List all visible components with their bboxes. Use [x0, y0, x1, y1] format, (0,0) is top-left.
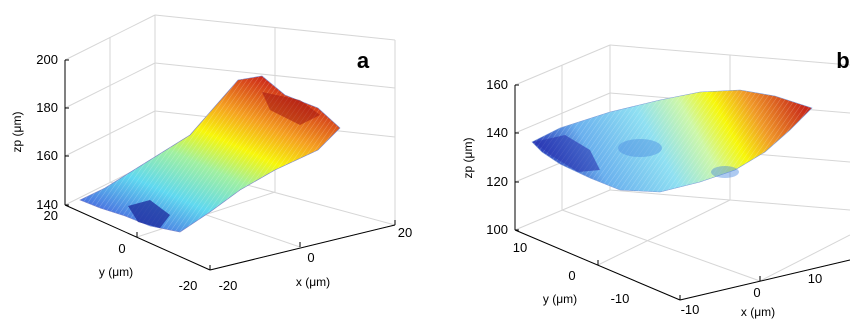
grid-line [759, 234, 850, 282]
z-tick-label: 100 [486, 222, 508, 237]
axis-lines-b [514, 84, 850, 301]
z-tick-label: 160 [486, 77, 508, 92]
y-tick-label: 10 [513, 240, 527, 255]
surface-shadow [534, 135, 600, 172]
x-axis-label: x (μm) [741, 305, 775, 319]
back-edge [154, 14, 396, 41]
surface-mesh [532, 90, 812, 192]
surface-shadow [711, 166, 739, 178]
x-tick-label: -20 [219, 278, 238, 293]
z-axis-label: zp (μm) [10, 112, 24, 153]
y-tick-label: -20 [179, 278, 198, 293]
x-axis-label: x (μm) [296, 275, 330, 289]
chart-panel-a: 200 180 160 140 20 0 -20 -20 0 20 zp (μm… [10, 14, 412, 293]
ticks-a: 200 180 160 140 20 0 -20 -20 0 20 [36, 52, 412, 293]
z-axis-label: zp (μm) [461, 138, 475, 179]
surface-b [531, 89, 813, 193]
x-tick-label: 0 [753, 285, 760, 300]
z-tick-label: 120 [486, 174, 508, 189]
y-tick-label: 0 [118, 241, 125, 256]
axis-lines-a [64, 59, 396, 271]
z-tick-label: 140 [36, 197, 58, 212]
y-tick-label: 20 [44, 208, 58, 223]
y-tick-label: -10 [611, 291, 630, 306]
surface-a [79, 75, 341, 233]
y-axis-label: y (μm) [99, 265, 133, 279]
grid-line [597, 199, 731, 266]
panel-label-a: a [357, 48, 370, 73]
surface-shadow [618, 139, 662, 157]
surface-mesh [80, 76, 340, 232]
panel-label-b: b [836, 48, 849, 73]
grid-line [64, 62, 156, 109]
grid-line [64, 110, 156, 157]
z-tick-label: 160 [36, 148, 58, 163]
x-tick-label: 20 [398, 225, 412, 240]
z-tick-label: 180 [36, 100, 58, 115]
z-tick-label: 140 [486, 125, 508, 140]
surface-shadow [262, 92, 320, 125]
grid-line [561, 209, 761, 282]
ticks-b: 160 140 120 100 10 0 -10 -10 0 10 [486, 77, 822, 317]
grid-line [154, 62, 396, 89]
z-tick-label: 200 [36, 52, 58, 67]
y-tick-label: 0 [568, 268, 575, 283]
x-tick-label: 0 [307, 250, 314, 265]
x-tick-label: -10 [681, 302, 700, 317]
y-axis-label: y (μm) [543, 292, 577, 306]
surface-shadow [128, 200, 170, 228]
x-tick-label: 10 [808, 271, 822, 286]
chart-panel-b: 160 140 120 100 10 0 -10 -10 0 10 zp (μm… [461, 44, 850, 319]
